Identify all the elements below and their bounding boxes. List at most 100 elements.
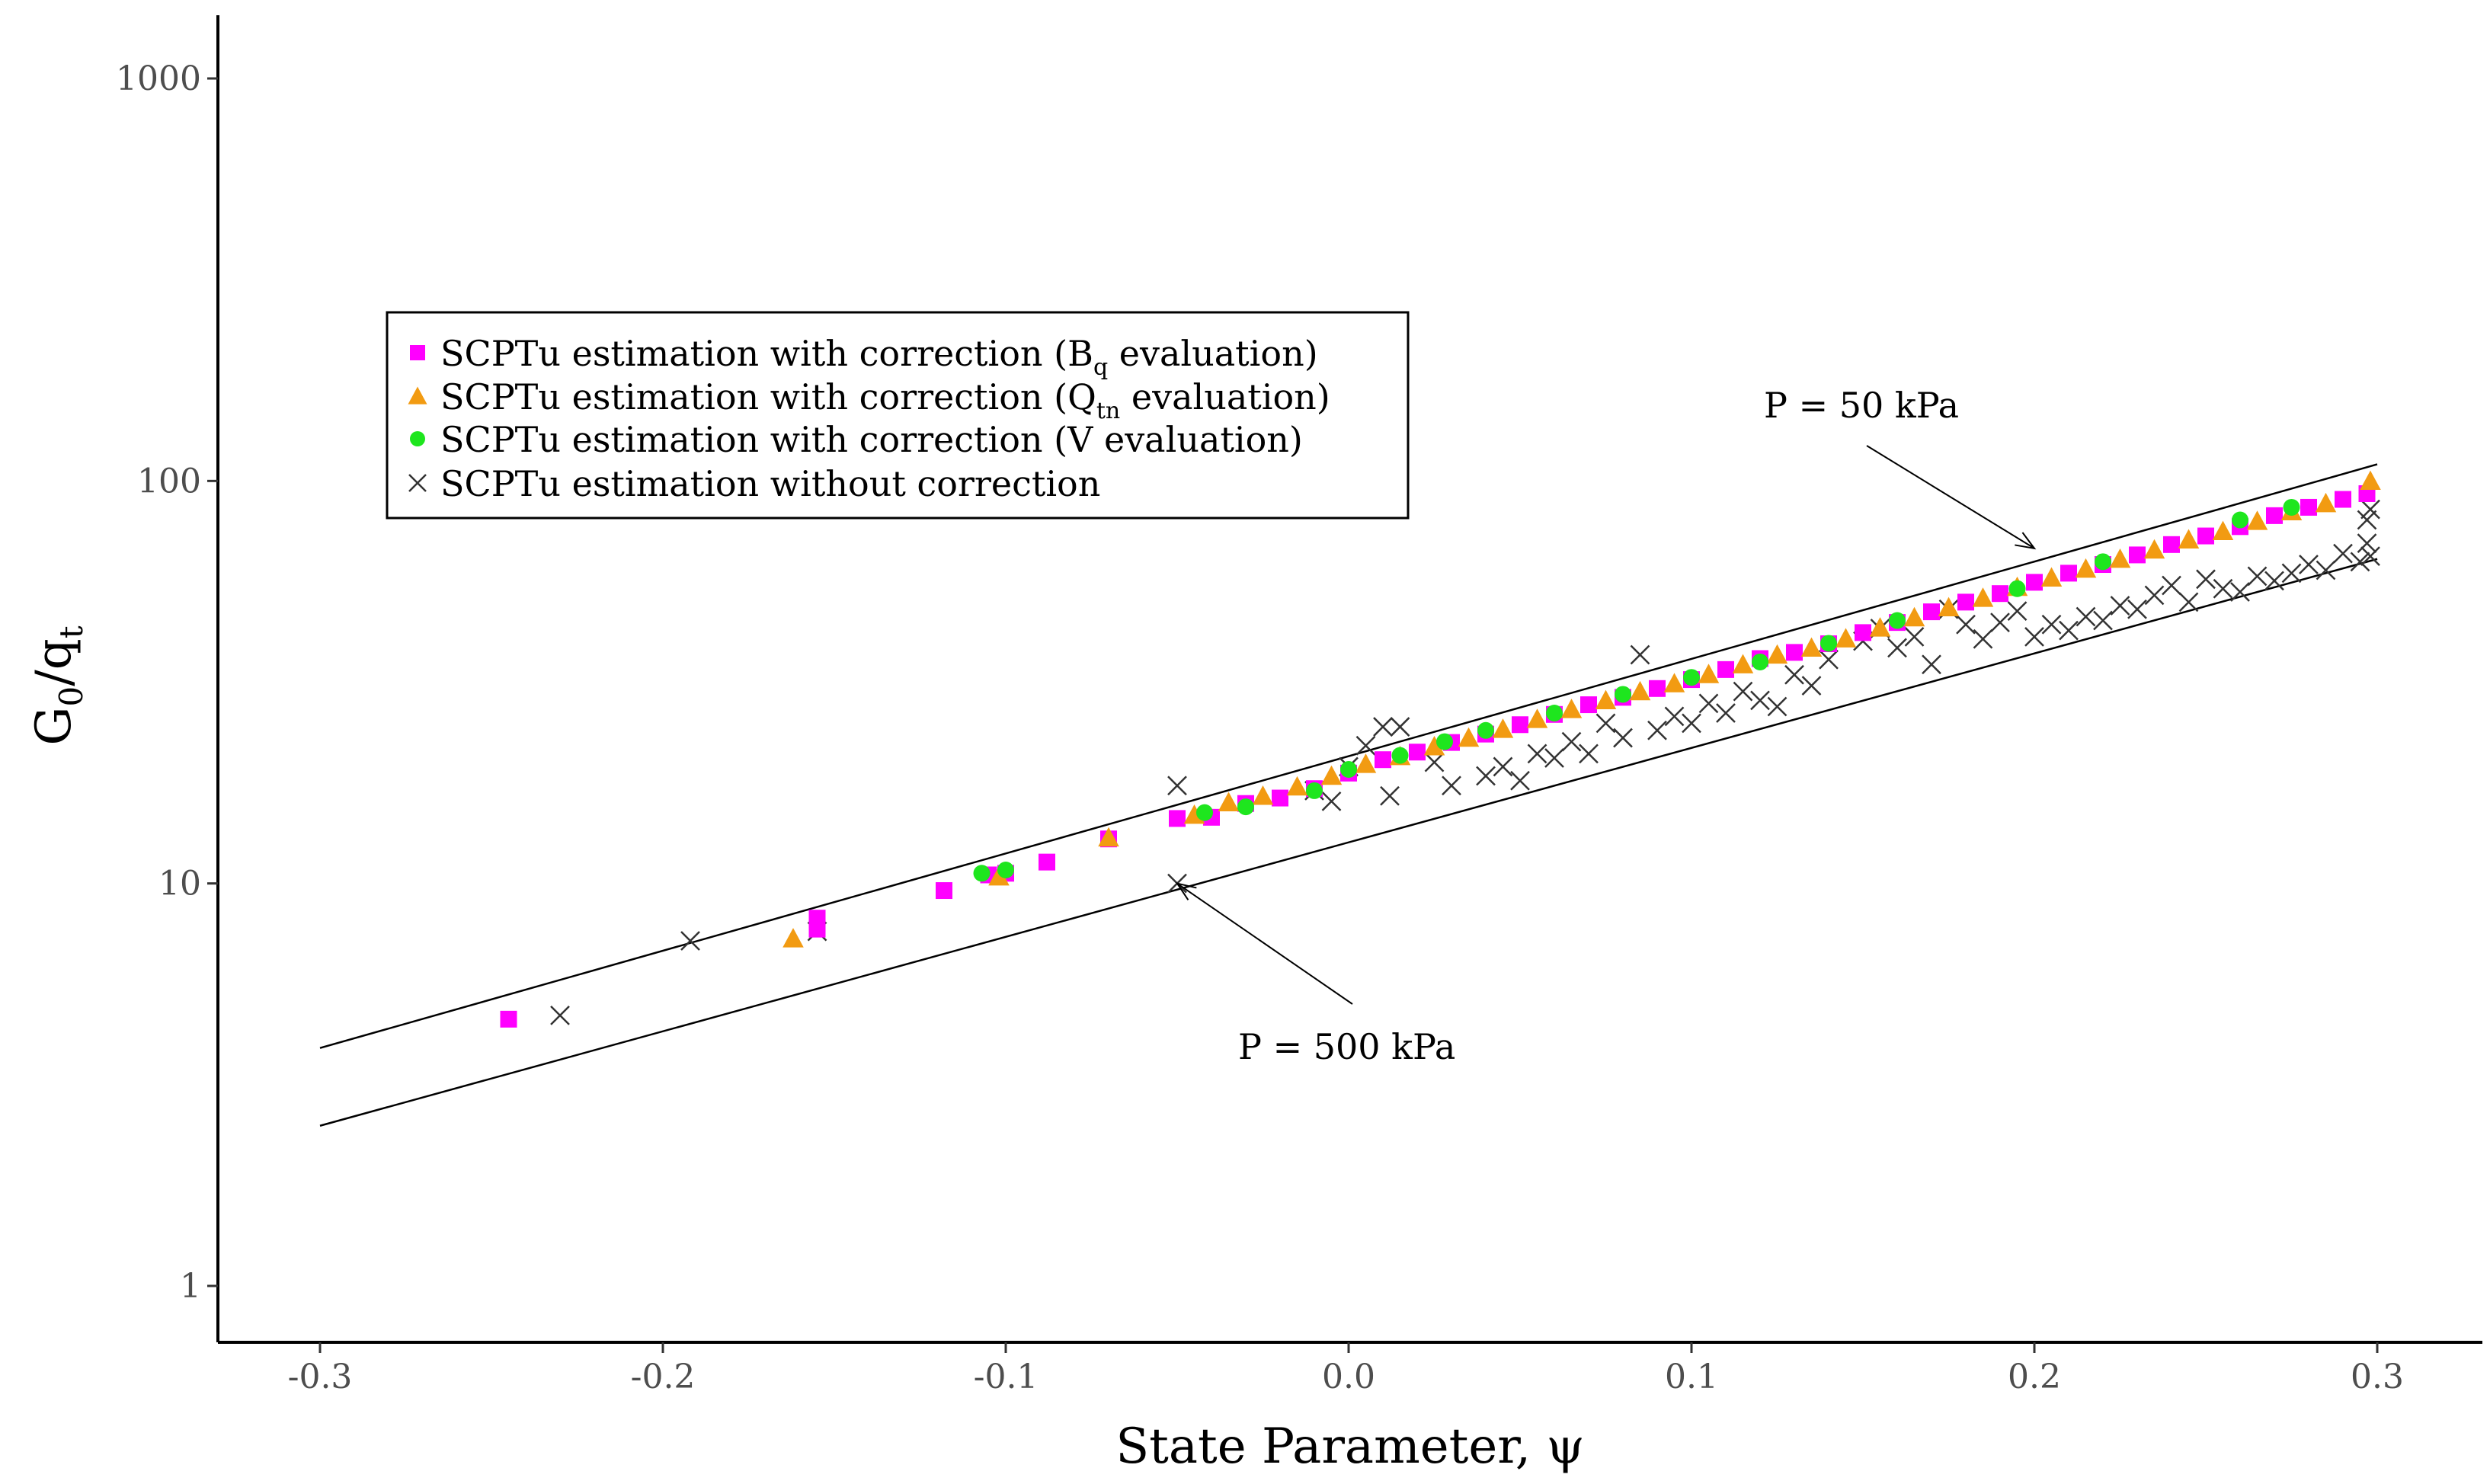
- y-tick-label: 100: [137, 462, 201, 501]
- point-uncorrected: [2041, 614, 2062, 635]
- point-qtn: [1698, 664, 1720, 683]
- point-v: [1820, 635, 1837, 652]
- x-axis-title: State Parameter, ψ: [1115, 1418, 1584, 1475]
- point-qtn: [1903, 606, 1925, 627]
- point-uncorrected: [1355, 735, 1376, 756]
- point-bq: [1957, 593, 1974, 611]
- point-v: [1237, 798, 1254, 816]
- point-qtn: [1766, 644, 1788, 664]
- legend-text-main: SCPTu estimation with correction (Q: [440, 376, 1096, 417]
- point-bq: [500, 1010, 517, 1028]
- point-uncorrected: [1510, 770, 1530, 791]
- point-bq: [1375, 751, 1391, 769]
- point-qtn: [783, 928, 804, 948]
- point-uncorrected: [550, 1006, 570, 1025]
- legend: SCPTu estimation with correction (Bq eva…: [386, 311, 1410, 520]
- point-qtn: [2143, 539, 2165, 559]
- point-qtn: [1835, 628, 1857, 648]
- point-qtn: [1218, 792, 1240, 811]
- point-v: [2283, 498, 2300, 516]
- point-qtn: [1972, 587, 1994, 607]
- point-uncorrected: [2299, 555, 2319, 574]
- point-bq: [936, 882, 952, 900]
- point-qtn: [1423, 736, 1445, 756]
- point-uncorrected: [1321, 791, 1342, 811]
- point-uncorrected: [1390, 717, 1410, 737]
- y-axis-ticks: 1 10 100 1000: [116, 59, 218, 1306]
- legend-text-sub: tn: [1096, 398, 1120, 424]
- point-uncorrected: [1544, 748, 1564, 768]
- legend-text-main: SCPTu estimation without correction: [440, 463, 1100, 504]
- point-uncorrected: [2127, 599, 2147, 619]
- point-qtn: [2360, 470, 2381, 491]
- point-uncorrected: [2059, 620, 2079, 641]
- point-uncorrected: [1733, 681, 1753, 702]
- point-bq: [1580, 696, 1597, 714]
- point-qtn: [1098, 827, 1119, 847]
- point-uncorrected: [1476, 766, 1496, 786]
- point-uncorrected: [1716, 703, 1736, 723]
- point-qtn: [1560, 699, 1583, 718]
- point-qtn: [1938, 596, 1960, 617]
- point-uncorrected: [1922, 654, 1941, 675]
- point-v: [1477, 721, 1494, 739]
- annotation-p-500-kpa: P = 500 kPa: [1238, 1026, 1455, 1067]
- point-uncorrected: [2230, 582, 2250, 602]
- point-qtn: [1458, 727, 1480, 747]
- point-bq: [2300, 498, 2317, 516]
- point-v: [1615, 686, 1631, 703]
- point-qtn: [1663, 673, 1685, 692]
- legend-entry-qtn: SCPTu estimation with correction (Qtn ev…: [440, 376, 1330, 424]
- point-bq: [2026, 574, 2043, 591]
- point-uncorrected: [1373, 717, 1393, 737]
- point-v: [1306, 782, 1323, 799]
- point-uncorrected: [1698, 693, 1719, 714]
- point-uncorrected: [1442, 776, 1461, 796]
- x-tick-label: -0.2: [631, 1358, 696, 1396]
- x-tick-label: -0.1: [974, 1358, 1039, 1396]
- y-tick-label: 1000: [116, 59, 201, 98]
- x-tick-label: 0.0: [1322, 1358, 1375, 1396]
- point-qtn: [2109, 548, 2131, 568]
- x-tick-label: 0.1: [1665, 1358, 1718, 1396]
- point-v: [2232, 511, 2248, 529]
- x-tick-label: 0.2: [2008, 1358, 2061, 1396]
- reference-lines: [319, 463, 2378, 1127]
- y-axis-title-slash: /q: [26, 638, 82, 686]
- point-qtn: [2178, 529, 2200, 549]
- point-qtn: [2246, 510, 2268, 530]
- annotations: P = 50 kPa P = 500 kPa: [1175, 385, 2037, 1067]
- data-points: [500, 470, 2381, 1028]
- point-uncorrected: [1973, 628, 1993, 649]
- legend-entry-uncorrected: SCPTu estimation without correction: [440, 463, 1100, 504]
- point-qtn: [1526, 708, 1548, 728]
- annotation-arrow-line: [1866, 445, 2035, 549]
- legend-marker: [408, 474, 427, 492]
- point-bq: [2197, 527, 2214, 545]
- point-bq: [808, 910, 826, 927]
- legend-text-main: SCPTu estimation with correction (B: [440, 333, 1093, 374]
- annotation-arrow-head: [1175, 882, 1197, 900]
- point-uncorrected: [2178, 592, 2199, 612]
- legend-box: [386, 311, 1410, 520]
- point-v: [1436, 733, 1453, 750]
- point-qtn: [1595, 689, 1617, 710]
- annotation-p-50-kpa: P = 50 kPa: [1764, 385, 1959, 426]
- point-v: [2008, 580, 2026, 597]
- point-uncorrected: [1664, 706, 1685, 727]
- point-uncorrected: [2093, 610, 2113, 631]
- point-bq: [1512, 716, 1528, 734]
- point-uncorrected: [1819, 649, 1839, 670]
- point-uncorrected: [1990, 612, 2010, 632]
- point-v: [1752, 653, 1768, 670]
- y-axis-title-sub0: 0: [53, 686, 90, 707]
- point-v: [1196, 804, 1213, 821]
- point-uncorrected: [2333, 543, 2353, 564]
- point-bq: [1786, 644, 1803, 661]
- legend-marker: [410, 431, 425, 446]
- point-uncorrected: [2360, 546, 2380, 567]
- point-v: [1889, 612, 1906, 629]
- point-v: [1546, 705, 1563, 722]
- point-bq: [1169, 810, 1186, 827]
- line-p-500-kpa: [319, 558, 2378, 1127]
